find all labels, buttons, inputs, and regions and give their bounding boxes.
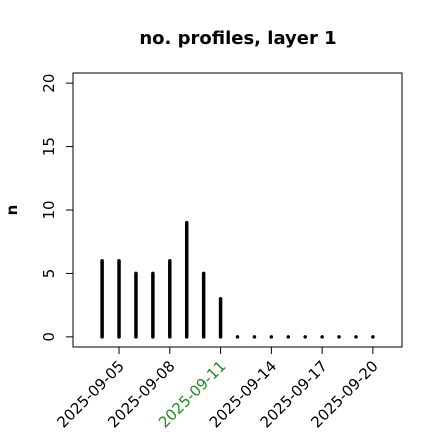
chart-title: no. profiles, layer 1 [139,28,336,49]
y-tick-label: 5 [40,269,58,279]
plot-box [72,72,403,348]
y-tick-label: 10 [40,200,58,219]
y-tick-label: 20 [40,74,58,93]
y-axis-label: n [3,205,21,216]
y-tick-label: 15 [40,137,58,156]
y-tick-label: 0 [40,332,58,342]
